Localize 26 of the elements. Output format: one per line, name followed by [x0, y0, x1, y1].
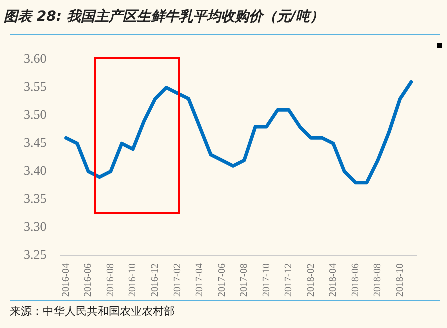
x-tick-label: 2016-12: [150, 264, 162, 298]
x-tick-label: 2018-10: [394, 264, 406, 298]
x-tick-label: 2016-06: [83, 264, 94, 298]
x-tick-label: 2016-08: [105, 264, 116, 298]
x-tick-label: 2017-04: [194, 264, 206, 298]
chart-title: 图表 28: 我国主产区生鲜牛乳平均收购价（元/吨）: [4, 8, 324, 26]
x-tick-label: 2017-02: [172, 264, 184, 298]
x-tick-label: 2017-10: [261, 264, 272, 298]
x-tick-label: 2018-02: [306, 264, 317, 298]
x-tick-label: 2018-06: [350, 264, 362, 298]
x-tick-label: 2018-08: [372, 264, 384, 298]
source-note: 来源：中华人民共和国农业农村部: [10, 304, 175, 319]
y-tick-label: 3.45: [24, 135, 47, 150]
x-tick-label: 2018-04: [328, 264, 340, 298]
y-tick-label: 3.40: [24, 163, 47, 178]
y-tick-label: 3.25: [24, 247, 47, 262]
y-tick-label: 3.55: [24, 79, 47, 94]
y-tick-label: 3.50: [24, 107, 47, 122]
x-tick-label: 2017-12: [284, 264, 295, 298]
y-tick-label: 3.35: [24, 191, 47, 206]
y-tick-label: 3.60: [24, 51, 47, 66]
x-tick-label: 2016-10: [128, 264, 139, 298]
y-tick-label: 3.30: [24, 219, 47, 234]
x-tick-label: 2016-04: [60, 264, 72, 298]
x-tick-label: 2017-06: [216, 264, 228, 298]
x-tick-label: 2017-08: [239, 264, 250, 298]
